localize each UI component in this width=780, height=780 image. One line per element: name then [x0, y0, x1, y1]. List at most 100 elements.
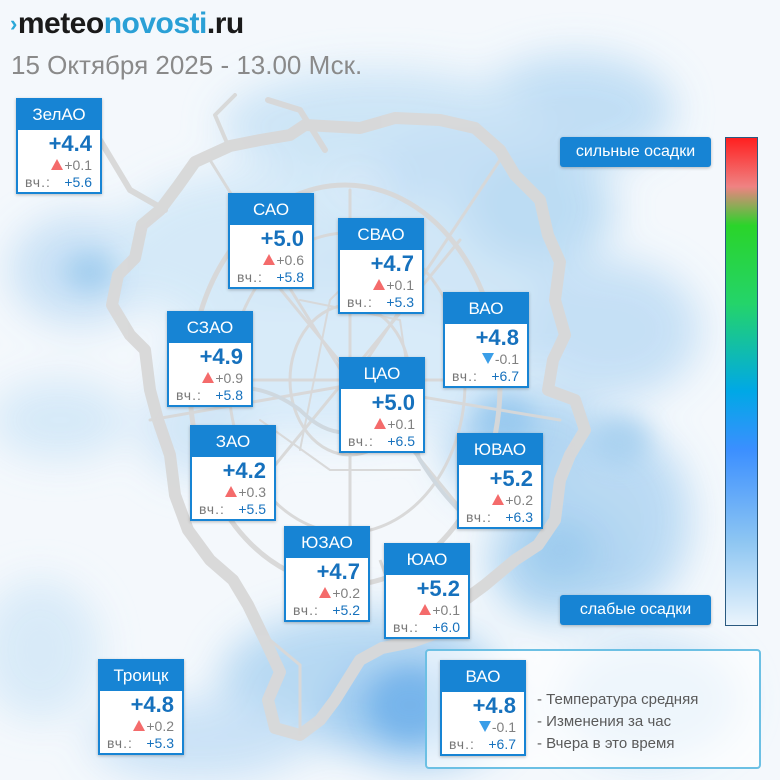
- district-temperature: +4.7: [370, 251, 414, 276]
- yesterday-row: вч.: +6.3: [459, 508, 541, 526]
- yesterday-value: +5.6: [64, 174, 92, 190]
- hourly-change-value: +0.9: [215, 370, 243, 386]
- yesterday-label: вч.:: [347, 294, 373, 310]
- triangle-up-icon: [374, 418, 387, 429]
- hourly-change: +0.3: [192, 484, 274, 500]
- district-card-zelao: ЗелАО +4.4 +0.1 вч.: +5.6: [16, 98, 102, 194]
- district-card-yuvao: ЮВАО +5.2 +0.2 вч.: +6.3: [457, 433, 543, 529]
- yesterday-label: вч.:: [293, 602, 319, 618]
- hourly-change: -0.1: [445, 351, 527, 367]
- triangle-up-icon: [319, 587, 332, 598]
- hourly-change-value: +0.2: [505, 492, 533, 508]
- triangle-up-icon: [419, 604, 432, 615]
- district-name: СВАО: [340, 220, 422, 250]
- legend-sample-card: ВАО +4.8 -0.1 вч.: +6.7: [440, 660, 526, 756]
- yesterday-row: вч.: +5.3: [340, 293, 422, 311]
- hourly-change: +0.2: [286, 585, 368, 601]
- site-logo[interactable]: ›meteonovosti.ru: [10, 4, 244, 44]
- yesterday-label: вч.:: [348, 433, 374, 449]
- district-card-zao: ЗАО +4.2 +0.3 вч.: +5.5: [190, 425, 276, 521]
- yesterday-value: +6.0: [432, 619, 460, 635]
- triangle-up-icon: [51, 159, 64, 170]
- yesterday-label: вч.:: [107, 735, 133, 751]
- precipitation-scale-bar: [725, 137, 758, 626]
- yesterday-label: вч.:: [393, 619, 419, 635]
- hourly-change-value: -0.1: [494, 351, 519, 367]
- hourly-change-value: +0.1: [386, 277, 414, 293]
- district-card-troitsk: Троицк +4.8 +0.2 вч.: +5.3: [98, 659, 184, 755]
- hourly-change: +0.6: [230, 252, 312, 268]
- district-temperature: +4.8: [475, 325, 519, 350]
- district-temperature: +4.7: [316, 559, 360, 584]
- hourly-change-value: +0.1: [432, 602, 460, 618]
- yesterday-value: +5.8: [215, 387, 243, 403]
- triangle-down-icon: [478, 721, 491, 732]
- district-temperature: +4.8: [472, 693, 516, 718]
- yesterday-row: вч.: +5.3: [100, 734, 182, 752]
- yesterday-label: вч.:: [25, 174, 51, 190]
- district-temperature: +4.2: [222, 458, 266, 483]
- yesterday-row: вч.: +5.2: [286, 601, 368, 619]
- yesterday-value: +5.3: [386, 294, 414, 310]
- hourly-change-value: +0.2: [146, 718, 174, 734]
- yesterday-row: вч.: +6.7: [442, 735, 524, 753]
- district-name: Троицк: [100, 661, 182, 691]
- yesterday-row: вч.: +6.5: [341, 432, 423, 450]
- triangle-up-icon: [492, 494, 505, 505]
- yesterday-row: вч.: +6.7: [445, 367, 527, 385]
- triangle-up-icon: [133, 720, 146, 731]
- yesterday-value: +6.3: [505, 509, 533, 525]
- district-card-sao: САО +5.0 +0.6 вч.: +5.8: [228, 193, 314, 289]
- yesterday-label: вч.:: [466, 509, 492, 525]
- key-average-temperature: - Температура средняя: [537, 691, 699, 708]
- hourly-change: +0.2: [100, 718, 182, 734]
- district-name: САО: [230, 195, 312, 225]
- hourly-change-value: +0.2: [332, 585, 360, 601]
- logo-text-meteo: meteo: [17, 7, 104, 40]
- yesterday-value: +5.2: [332, 602, 360, 618]
- district-card-szao: СЗАО +4.9 +0.9 вч.: +5.8: [167, 311, 253, 407]
- hourly-change-value: +0.1: [64, 157, 92, 173]
- yesterday-row: вч.: +5.8: [169, 386, 251, 404]
- yesterday-value: +5.3: [146, 735, 174, 751]
- hourly-change-value: -0.1: [491, 719, 516, 735]
- yesterday-label: вч.:: [452, 368, 478, 384]
- hourly-change-value: +0.3: [238, 484, 266, 500]
- heavy-precipitation-label: сильные осадки: [560, 137, 711, 167]
- district-card-yuao: ЮАО +5.2 +0.1 вч.: +6.0: [384, 543, 470, 639]
- district-temperature: +4.8: [130, 692, 174, 717]
- hourly-change: +0.1: [341, 416, 423, 432]
- district-card-svao: СВАО +4.7 +0.1 вч.: +5.3: [338, 218, 424, 314]
- district-name: ВАО: [442, 662, 524, 692]
- legend-key: ВАО +4.8 -0.1 вч.: +6.7 - Температура сре…: [425, 649, 761, 769]
- triangle-up-icon: [263, 254, 276, 265]
- yesterday-value: +6.7: [491, 368, 519, 384]
- triangle-up-icon: [373, 279, 386, 290]
- yesterday-value: +5.8: [276, 269, 304, 285]
- yesterday-label: вч.:: [199, 501, 225, 517]
- logo-text-novosti: novosti: [103, 7, 208, 40]
- district-temperature: +5.0: [260, 226, 304, 251]
- district-temperature: +5.0: [371, 390, 415, 415]
- hourly-change: -0.1: [442, 719, 524, 735]
- district-name: ЗАО: [192, 427, 274, 457]
- key-yesterday-same-time: - Вчера в это время: [537, 735, 675, 752]
- hourly-change: +0.1: [18, 157, 100, 173]
- yesterday-row: вч.: +5.5: [192, 500, 274, 518]
- hourly-change: +0.9: [169, 370, 251, 386]
- hourly-change: +0.2: [459, 492, 541, 508]
- triangle-down-icon: [481, 353, 494, 364]
- yesterday-label: вч.:: [449, 736, 475, 752]
- logo-chevron-icon: ›: [10, 11, 17, 36]
- forecast-datetime: 15 Октября 2025 - 13.00 Мск.: [11, 50, 363, 80]
- district-name: ЮВАО: [459, 435, 541, 465]
- district-temperature: +4.9: [199, 344, 243, 369]
- yesterday-value: +6.5: [387, 433, 415, 449]
- triangle-up-icon: [225, 486, 238, 497]
- yesterday-value: +6.7: [488, 736, 516, 752]
- yesterday-row: вч.: +5.6: [18, 173, 100, 191]
- light-precipitation-label: слабые осадки: [560, 595, 711, 625]
- district-name: ЗелАО: [18, 100, 100, 130]
- district-temperature: +5.2: [489, 466, 533, 491]
- district-name: ЦАО: [341, 359, 423, 389]
